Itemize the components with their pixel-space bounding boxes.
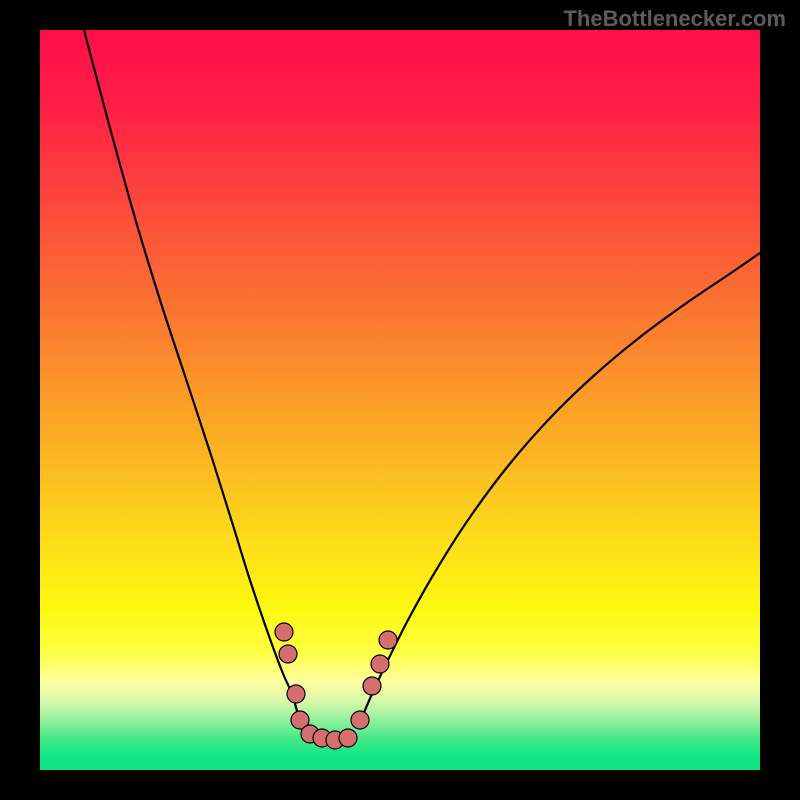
marker-right: [371, 655, 389, 673]
marker-right: [351, 711, 369, 729]
marker-left: [287, 685, 305, 703]
marker-bottom: [339, 729, 357, 747]
marker-right: [363, 677, 381, 695]
marker-right: [379, 631, 397, 649]
chart-svg: [0, 0, 800, 800]
plot-background: [40, 30, 760, 770]
marker-left: [275, 623, 293, 641]
watermark-text: TheBottlenecker.com: [563, 6, 786, 32]
chart-container: TheBottlenecker.com: [0, 0, 800, 800]
marker-left: [279, 645, 297, 663]
